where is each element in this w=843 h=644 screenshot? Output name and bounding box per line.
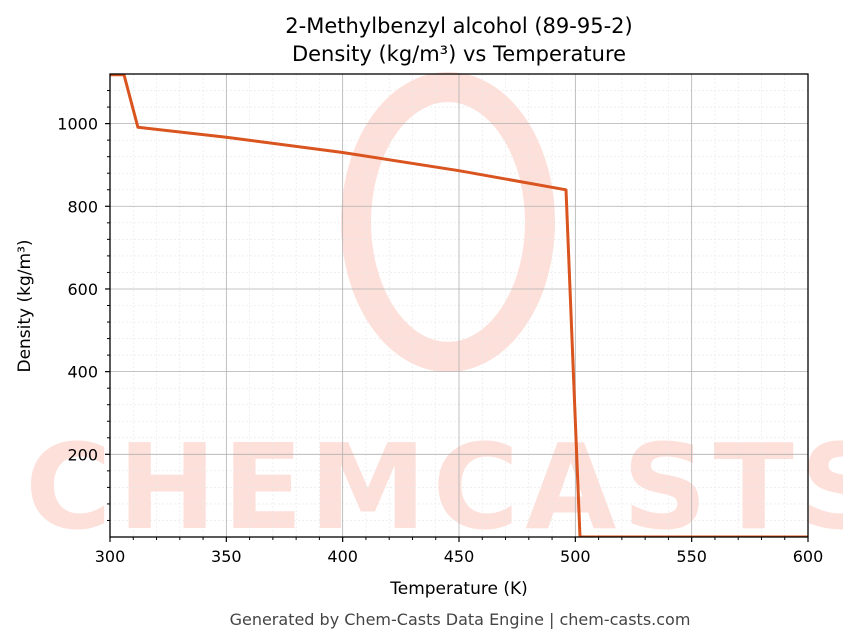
y-axis: 200 400 600 800 1000 bbox=[57, 90, 110, 521]
watermark-logo-ring bbox=[341, 72, 555, 372]
x-tick-label: 450 bbox=[444, 547, 475, 566]
chart-subtitle: Density (kg/m³) vs Temperature bbox=[292, 42, 626, 66]
y-tick-label: 400 bbox=[67, 363, 98, 382]
x-tick-label: 550 bbox=[676, 547, 707, 566]
x-tick-label: 300 bbox=[95, 547, 126, 566]
watermark-text: CHEMCASTS bbox=[25, 418, 843, 556]
series-layer bbox=[110, 74, 808, 537]
x-axis-label: Temperature (K) bbox=[389, 579, 528, 599]
y-tick-label: 200 bbox=[67, 445, 98, 464]
density-series-line bbox=[110, 74, 808, 537]
x-tick-label: 500 bbox=[560, 547, 591, 566]
y-tick-label: 1000 bbox=[57, 115, 98, 134]
chart-title: 2-Methylbenzyl alcohol (89-95-2) bbox=[285, 14, 632, 38]
major-grid bbox=[110, 74, 808, 537]
watermark: CHEMCASTS bbox=[25, 72, 843, 556]
y-tick-label: 600 bbox=[67, 280, 98, 299]
x-tick-label: 600 bbox=[793, 547, 824, 566]
y-tick-label: 800 bbox=[67, 197, 98, 216]
x-tick-label: 350 bbox=[211, 547, 242, 566]
x-tick-label: 400 bbox=[327, 547, 358, 566]
footer-credit: Generated by Chem-Casts Data Engine | ch… bbox=[230, 610, 691, 629]
y-axis-label: Density (kg/m³) bbox=[15, 239, 35, 372]
x-axis: 300 350 400 450 500 550 600 bbox=[95, 537, 824, 566]
